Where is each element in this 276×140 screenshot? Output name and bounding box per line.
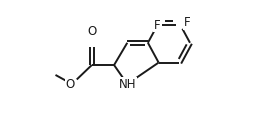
Text: O: O — [87, 25, 96, 38]
Text: NH: NH — [118, 78, 136, 91]
Text: O: O — [66, 78, 75, 91]
Text: F: F — [183, 17, 190, 30]
Text: F: F — [154, 19, 160, 32]
